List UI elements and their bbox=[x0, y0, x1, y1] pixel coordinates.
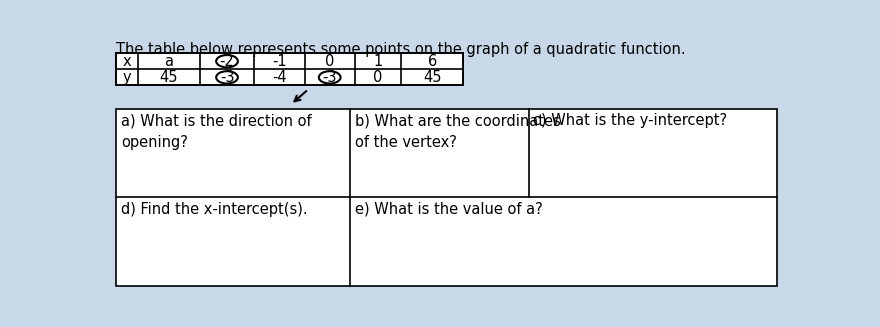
Text: -3: -3 bbox=[220, 70, 234, 85]
Text: y: y bbox=[122, 70, 131, 85]
Text: The table below represents some points on the graph of a quadratic function.: The table below represents some points o… bbox=[116, 42, 686, 57]
Text: -1: -1 bbox=[272, 54, 287, 69]
Text: a: a bbox=[165, 54, 173, 69]
Text: b) What are the coordinates
of the vertex?: b) What are the coordinates of the verte… bbox=[355, 113, 561, 150]
Text: e) What is the value of a?: e) What is the value of a? bbox=[355, 202, 543, 217]
Text: 0: 0 bbox=[373, 70, 383, 85]
Text: -4: -4 bbox=[272, 70, 287, 85]
Bar bbox=[116, 53, 464, 85]
Text: 1: 1 bbox=[373, 54, 383, 69]
Text: 45: 45 bbox=[423, 70, 442, 85]
Text: 6: 6 bbox=[428, 54, 437, 69]
Text: x: x bbox=[122, 54, 131, 69]
Text: 0: 0 bbox=[325, 54, 334, 69]
Text: 45: 45 bbox=[159, 70, 178, 85]
Text: d) Find the x-intercept(s).: d) Find the x-intercept(s). bbox=[121, 202, 307, 217]
Text: a) What is the direction of
opening?: a) What is the direction of opening? bbox=[121, 113, 312, 150]
Text: -3: -3 bbox=[322, 70, 337, 85]
Text: c) What is the y-intercept?: c) What is the y-intercept? bbox=[533, 113, 727, 128]
Text: -2: -2 bbox=[220, 54, 234, 69]
Bar bbox=[116, 109, 776, 286]
